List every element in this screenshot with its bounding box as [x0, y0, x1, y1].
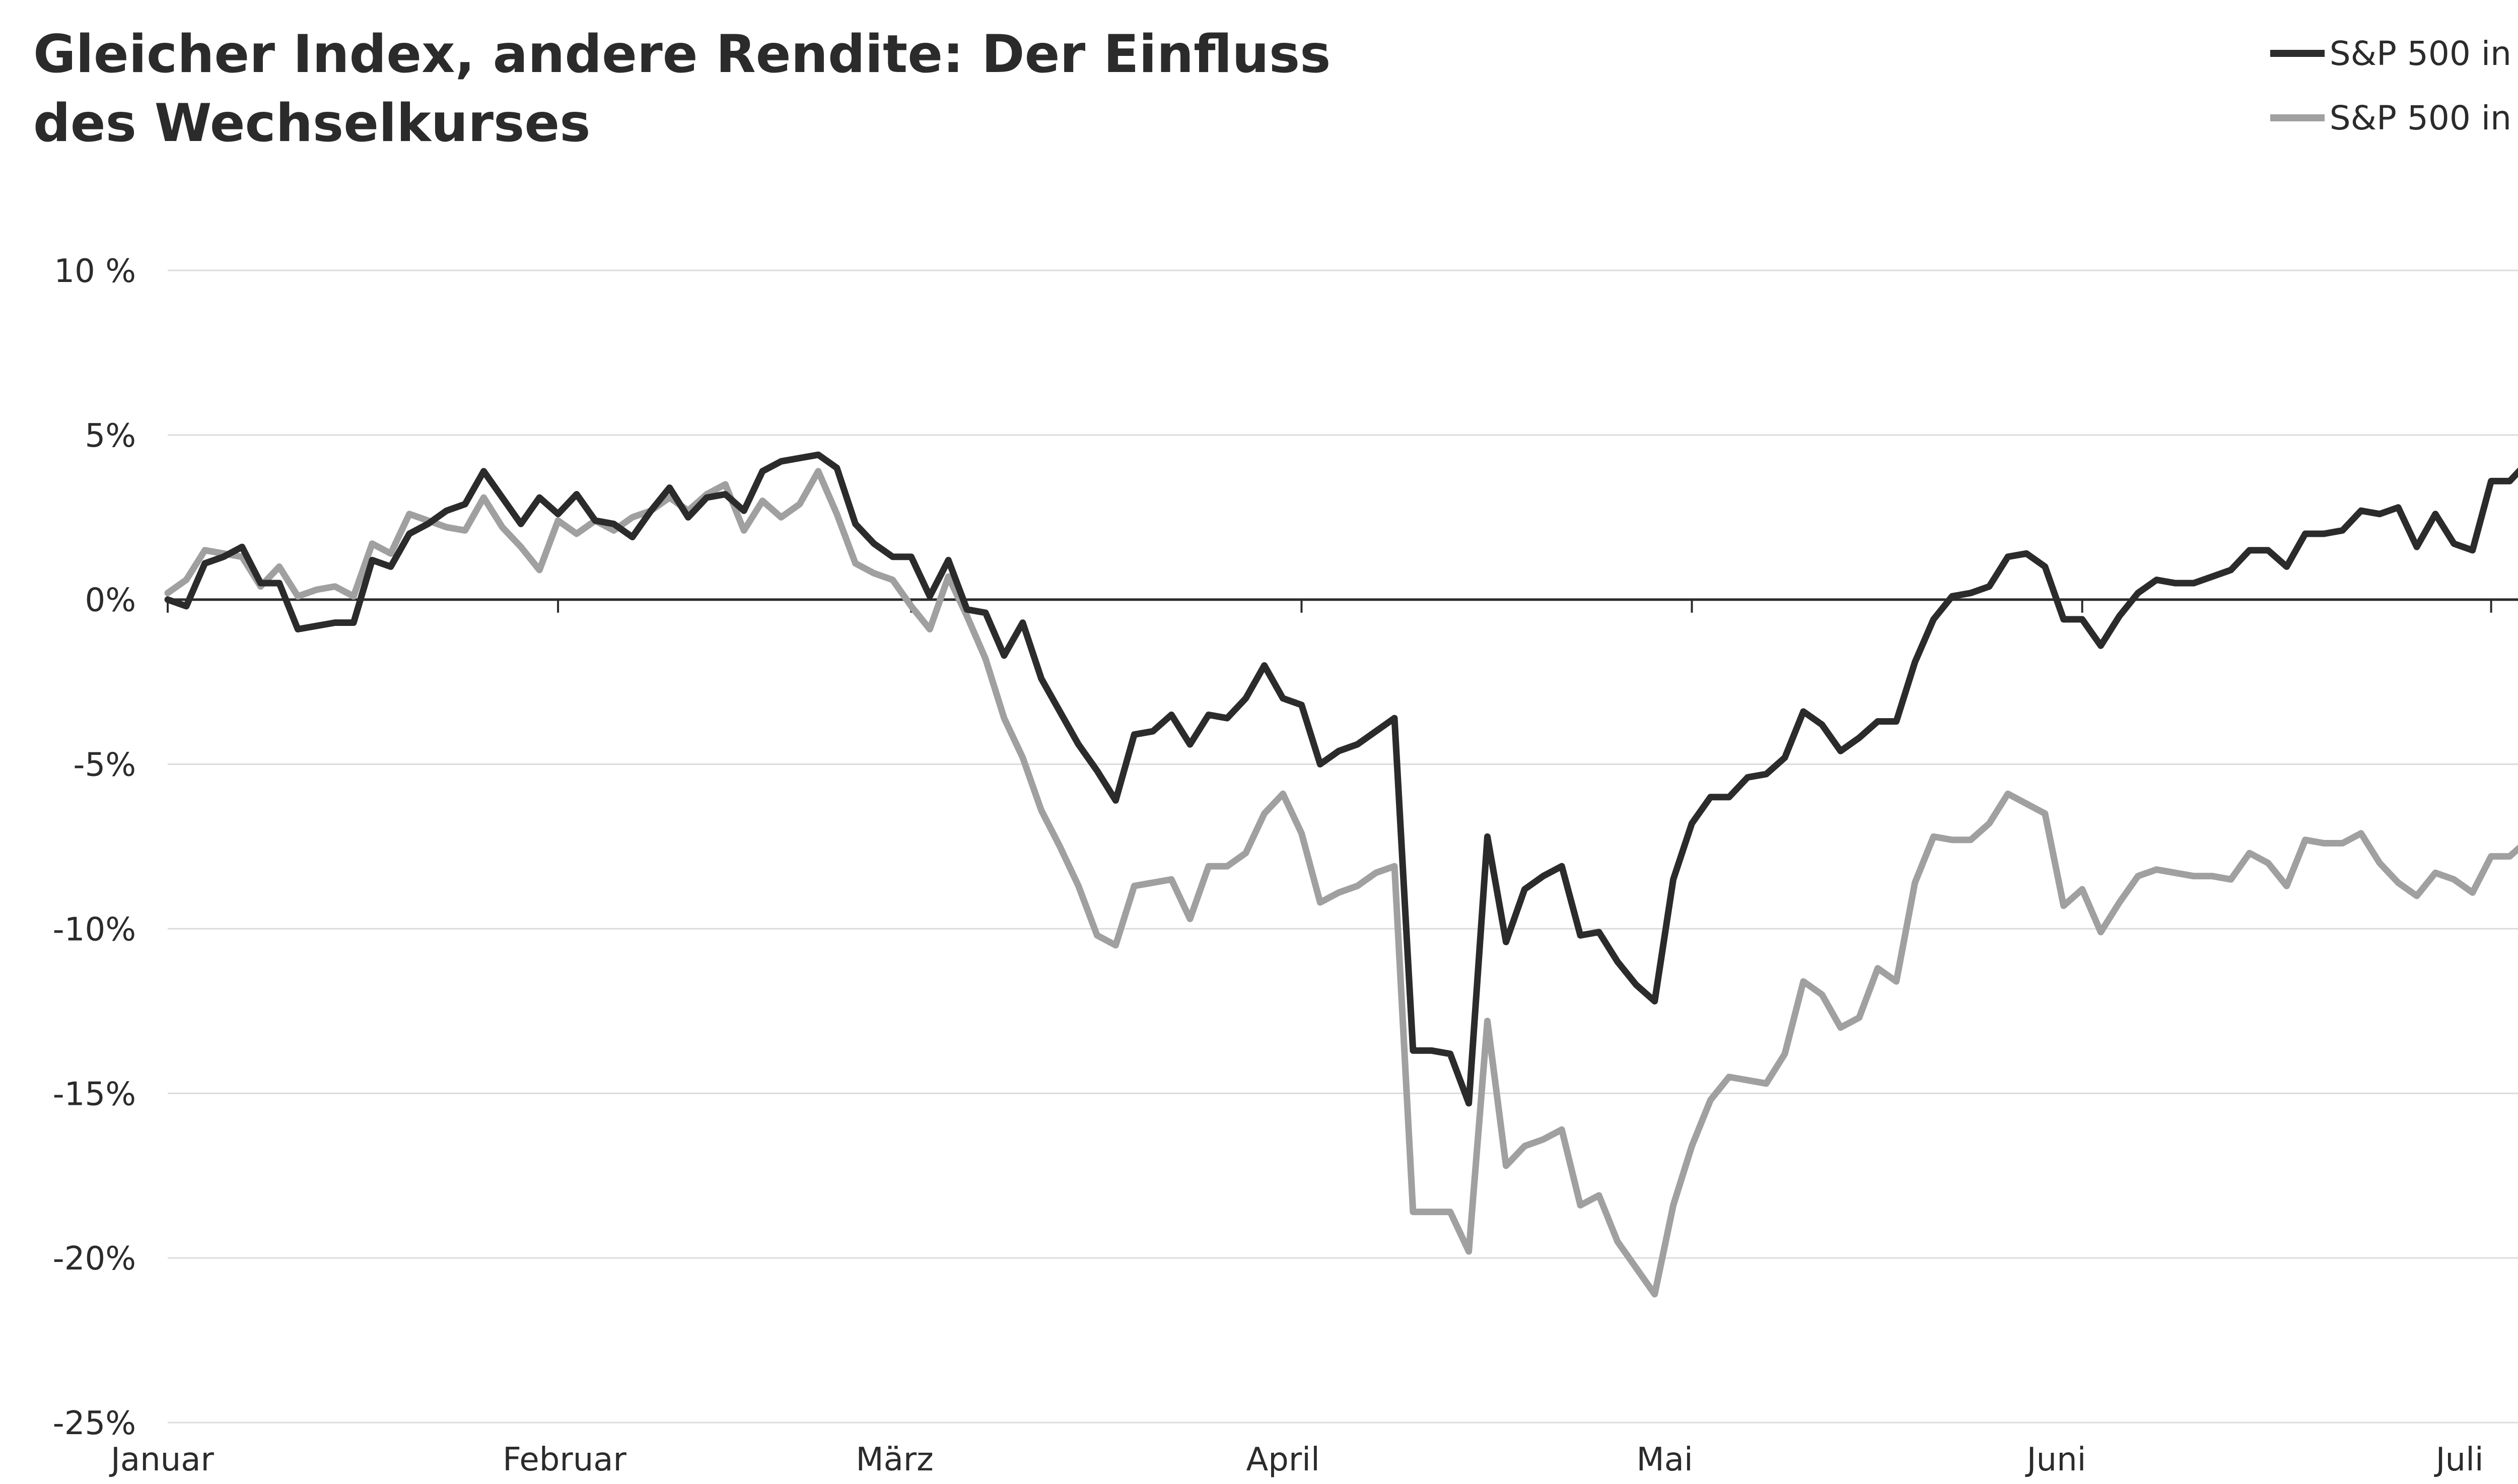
legend: S&P 500 in USD S&P 500 in EUR	[2270, 21, 2518, 150]
y-tick-label: -20%	[53, 1240, 136, 1278]
x-tick-label: April	[1246, 1441, 1319, 1478]
x-tick-label: Januar	[109, 1441, 214, 1478]
x-tick-label: Juni	[2025, 1441, 2086, 1478]
gridlines	[168, 269, 2518, 1424]
x-tick-label: Februar	[503, 1441, 626, 1478]
y-tick-label: -15%	[53, 1076, 136, 1113]
x-tick-label: Juli	[2434, 1441, 2484, 1478]
legend-item-usd: S&P 500 in USD	[2270, 21, 2518, 86]
series-line-usd	[164, 451, 2518, 1107]
legend-swatch-eur	[2270, 114, 2325, 121]
y-tick-label: -10%	[53, 911, 136, 948]
y-tick-label: 10 %	[54, 253, 136, 290]
legend-swatch-usd	[2270, 50, 2325, 57]
legend-label-usd: S&P 500 in USD	[2329, 34, 2518, 73]
series-line-eur	[164, 468, 2518, 1298]
series-lines	[164, 451, 2518, 1298]
y-tick-label: 5%	[85, 417, 136, 455]
y-tick-label: -5%	[73, 747, 136, 784]
axes: 10 % 5% 0% -5% -10% -15% -20% -25%Januar Februar…	[53, 253, 2518, 1478]
y-tick-label: -25%	[53, 1405, 136, 1442]
x-tick-label: März	[856, 1441, 933, 1478]
x-tick-label: Mai	[1637, 1441, 1693, 1478]
legend-label-eur: S&P 500 in EUR	[2329, 98, 2518, 137]
chart-title: Gleicher Index, andere Rendite: Der Einf…	[33, 24, 1331, 154]
legend-item-eur: S&P 500 in EUR	[2270, 86, 2518, 150]
y-tick-label: 0%	[85, 582, 136, 619]
